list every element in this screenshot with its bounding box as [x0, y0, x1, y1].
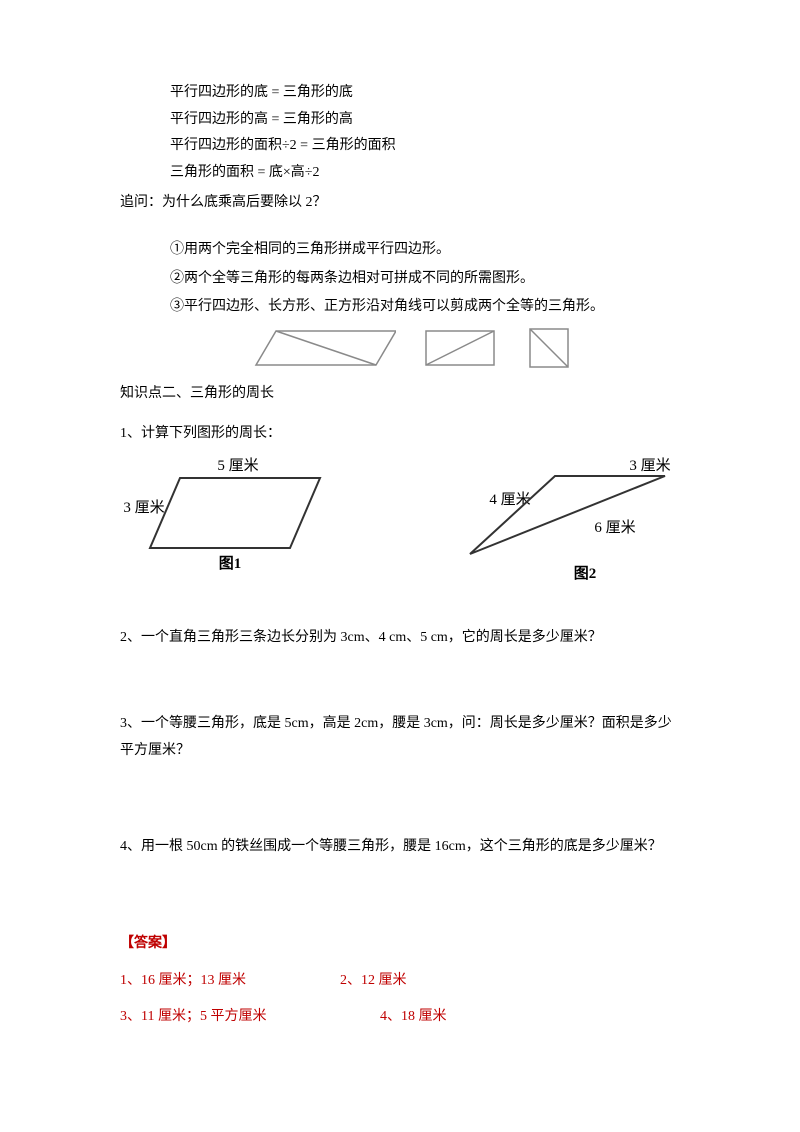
question-2: 2、一个直角三角形三条边长分别为 3cm、4 cm、5 cm，它的周长是多少厘米…: [120, 625, 680, 652]
bullet-1: ①用两个完全相同的三角形拼成平行四边形。: [170, 237, 680, 264]
section-2-title: 知识点二、三角形的周长: [120, 381, 680, 408]
followup-question: 追问：为什么底乘高后要除以 2？: [120, 190, 680, 217]
formula-line-3: 平行四边形的面积÷2 = 三角形的面积: [170, 133, 680, 160]
fig2-caption: 图2: [574, 565, 597, 582]
formula-line-4: 三角形的面积 = 底×高÷2: [170, 160, 680, 187]
question-1: 1、计算下列图形的周长：: [120, 421, 680, 448]
fig1-top-label: 5 厘米: [217, 457, 258, 474]
question-4: 4、用一根 50cm 的铁丝围成一个等腰三角形，腰是 16cm，这个三角形的底是…: [120, 834, 680, 861]
answer-2: 2、12 厘米: [340, 968, 407, 995]
answers-title: 【答案】: [120, 931, 680, 958]
answer-4: 4、18 厘米: [380, 1004, 447, 1031]
formula-line-1: 平行四边形的底 = 三角形的底: [170, 80, 680, 107]
figure-2: 3 厘米 4 厘米 6 厘米 图2: [440, 454, 680, 595]
bullet-2: ②两个全等三角形的每两条边相对可拼成不同的所需图形。: [170, 266, 680, 293]
figure-1: 5 厘米 3 厘米 图1: [120, 454, 350, 595]
fig2-top-label: 3 厘米: [629, 457, 670, 474]
rectangle-icon: [420, 325, 500, 371]
answer-1: 1、16 厘米；13 厘米: [120, 968, 340, 995]
answer-3: 3、11 厘米；5 平方厘米: [120, 1004, 340, 1031]
parallelogram-icon: [226, 325, 396, 371]
shapes-row: [120, 325, 680, 371]
fig2-left-label: 4 厘米: [489, 491, 530, 508]
square-icon: [524, 325, 574, 371]
fig1-left-label: 3 厘米: [123, 499, 164, 516]
fig2-right-label: 6 厘米: [594, 519, 635, 536]
question-3: 3、一个等腰三角形，底是 5cm，高是 2cm，腰是 3cm，问：周长是多少厘米…: [120, 711, 680, 764]
formula-line-2: 平行四边形的高 = 三角形的高: [170, 107, 680, 134]
bullet-3: ③平行四边形、长方形、正方形沿对角线可以剪成两个全等的三角形。: [170, 294, 680, 321]
fig1-caption: 图1: [219, 555, 242, 572]
